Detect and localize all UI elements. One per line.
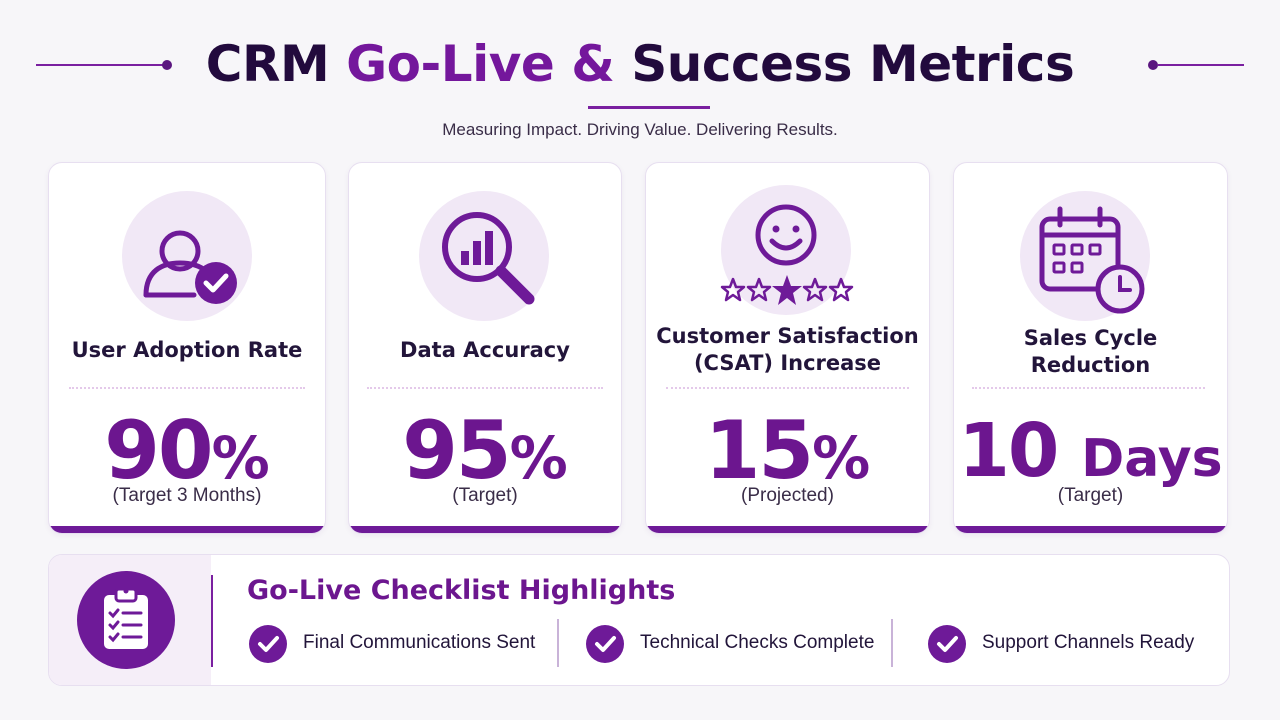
title-part-crm: CRM [205, 35, 330, 93]
smiley-stars-icon [755, 204, 817, 266]
metric-value-number: 95 [402, 404, 511, 497]
checklist-title: Go-Live Checklist Highlights [247, 575, 676, 606]
calendar-clock-icon [1039, 206, 1145, 314]
checklist-item-label: Technical Checks Complete [640, 632, 875, 653]
metric-note: (Target 3 Months) [112, 485, 262, 506]
icon-badge [419, 191, 549, 321]
metric-value: 10 Days [954, 401, 1227, 509]
metric-card-user-adoption: User Adoption Rate 90% (Target 3 Months) [48, 162, 326, 534]
rating-stars [720, 275, 854, 305]
metric-label: Data Accuracy [400, 338, 570, 362]
metric-value: 15% [646, 401, 929, 508]
checklist-item-label: Final Communications Sent [303, 632, 536, 653]
title-decor-line-left [36, 64, 164, 66]
card-accent-bar [646, 526, 929, 533]
card-divider [367, 387, 603, 389]
header: CRM Go-Live & Success Metrics [0, 28, 1280, 109]
checklist-item-label: Support Channels Ready [982, 632, 1195, 653]
metric-value-number: 10 [958, 408, 1059, 494]
title-decor-line-right [1158, 64, 1244, 66]
item-separator [557, 619, 559, 667]
metric-card-sales-cycle: Sales Cycle Reduction 10 Days (Target) [953, 162, 1228, 534]
page-title: CRM Go-Live & Success Metrics [0, 34, 1280, 94]
metric-label: User Adoption Rate [71, 338, 303, 362]
icon-badge [122, 191, 252, 321]
metric-value-unit: % [812, 424, 871, 492]
metric-label-line1: Sales Cycle [1023, 326, 1158, 350]
metric-card-data-accuracy: Data Accuracy 95% (Target) [348, 162, 622, 534]
magnifier-chart-icon [442, 212, 535, 305]
metric-label: Customer Satisfaction (CSAT) Increase [646, 323, 929, 377]
metric-note: (Projected) [741, 485, 834, 506]
metric-value: 90% [49, 401, 325, 508]
user-check-icon [143, 230, 237, 304]
icon-badge [1020, 191, 1150, 321]
metric-value-unit: % [509, 424, 568, 492]
checklist-icon-area [49, 555, 211, 685]
metric-value: 95% [349, 401, 621, 508]
page-subtitle: Measuring Impact. Driving Value. Deliver… [442, 120, 838, 139]
metric-card-csat: Customer Satisfaction (CSAT) Increase 15… [645, 162, 930, 534]
checklist-divider [211, 575, 213, 667]
metric-label: Sales Cycle Reduction [954, 325, 1227, 379]
metric-note: (Target) [452, 485, 518, 506]
metric-value-number: 90 [104, 404, 213, 497]
title-decor-dot-right [1148, 60, 1158, 70]
card-accent-bar [954, 526, 1227, 533]
metric-value-unit: % [211, 424, 270, 492]
clipboard-checklist-icon [104, 587, 148, 649]
metric-note: (Target) [1057, 485, 1124, 506]
check-circle-icon [586, 625, 624, 663]
card-accent-bar [49, 526, 325, 533]
metric-label-line2: Reduction [1030, 353, 1151, 377]
metric-value-number: 15 [704, 404, 814, 497]
check-circle-icon [249, 625, 287, 663]
item-separator [891, 619, 893, 667]
title-underline [588, 106, 710, 109]
card-divider [666, 387, 909, 389]
icon-badge [721, 185, 851, 315]
clipboard-badge [77, 571, 175, 669]
go-live-checklist-panel: Go-Live Checklist Highlights Final Commu… [48, 554, 1230, 686]
card-accent-bar [349, 526, 621, 533]
title-decor-dot-left [162, 60, 172, 70]
metric-label-line1: Customer Satisfaction [656, 324, 919, 348]
metric-value-unit: Days [1081, 429, 1223, 489]
metric-label-line2: (CSAT) Increase [693, 351, 882, 375]
card-divider [69, 387, 305, 389]
title-part-success: Success Metrics [631, 35, 1075, 93]
title-part-go-live: Go-Live & [346, 35, 615, 93]
check-circle-icon [928, 625, 966, 663]
card-divider [972, 387, 1205, 389]
